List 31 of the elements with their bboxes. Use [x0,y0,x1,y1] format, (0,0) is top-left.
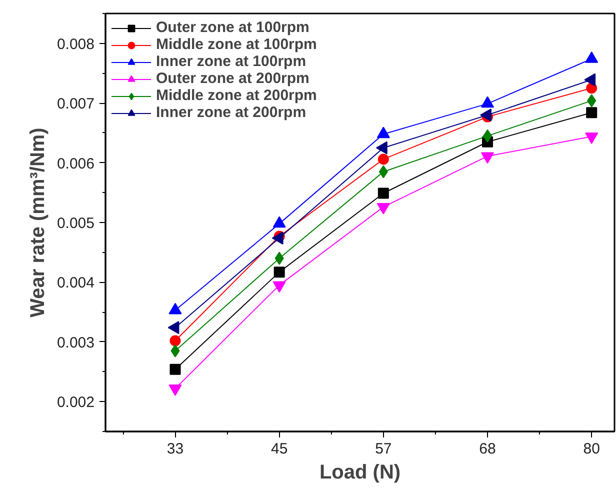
point [170,335,181,346]
x-tick-label: 33 [166,440,184,458]
y-tick-label: 0.006 [56,155,95,172]
legend-label: Outer zone at 100rpm [156,19,310,36]
x-tick-label: 68 [479,440,496,458]
point [587,94,596,108]
y-axis-title: Wear rate (mm³/Nm) [26,128,49,318]
y-tick-label: 0.003 [56,334,95,352]
x-tick-label: 80 [583,440,600,458]
legend-label: Outer zone at 200rpm [156,70,310,87]
x-tick-label: 57 [375,440,392,458]
legend-label: Inner zone at 200rpm [156,104,306,121]
point [378,165,388,178]
point [170,364,181,375]
point [378,154,389,165]
y-tick-label: 0.005 [56,215,95,232]
point [483,129,492,142]
y-tick-label: 0.008 [56,36,95,53]
point [170,344,180,358]
y-tick-label: 0.004 [56,274,95,292]
y-tick-label: 0.007 [56,96,95,113]
y-tick-label: 0.002 [56,394,95,412]
point [274,266,285,278]
legend-label: Middle zone at 200rpm [156,87,317,104]
point [274,252,284,265]
point [586,107,598,118]
x-tick-label: 45 [270,440,288,458]
legend-label: Inner zone at 100rpm [156,53,306,70]
point [378,188,389,199]
x-axis-title: Load (N) [319,462,401,484]
legend-label: Middle zone at 100rpm [156,36,317,53]
